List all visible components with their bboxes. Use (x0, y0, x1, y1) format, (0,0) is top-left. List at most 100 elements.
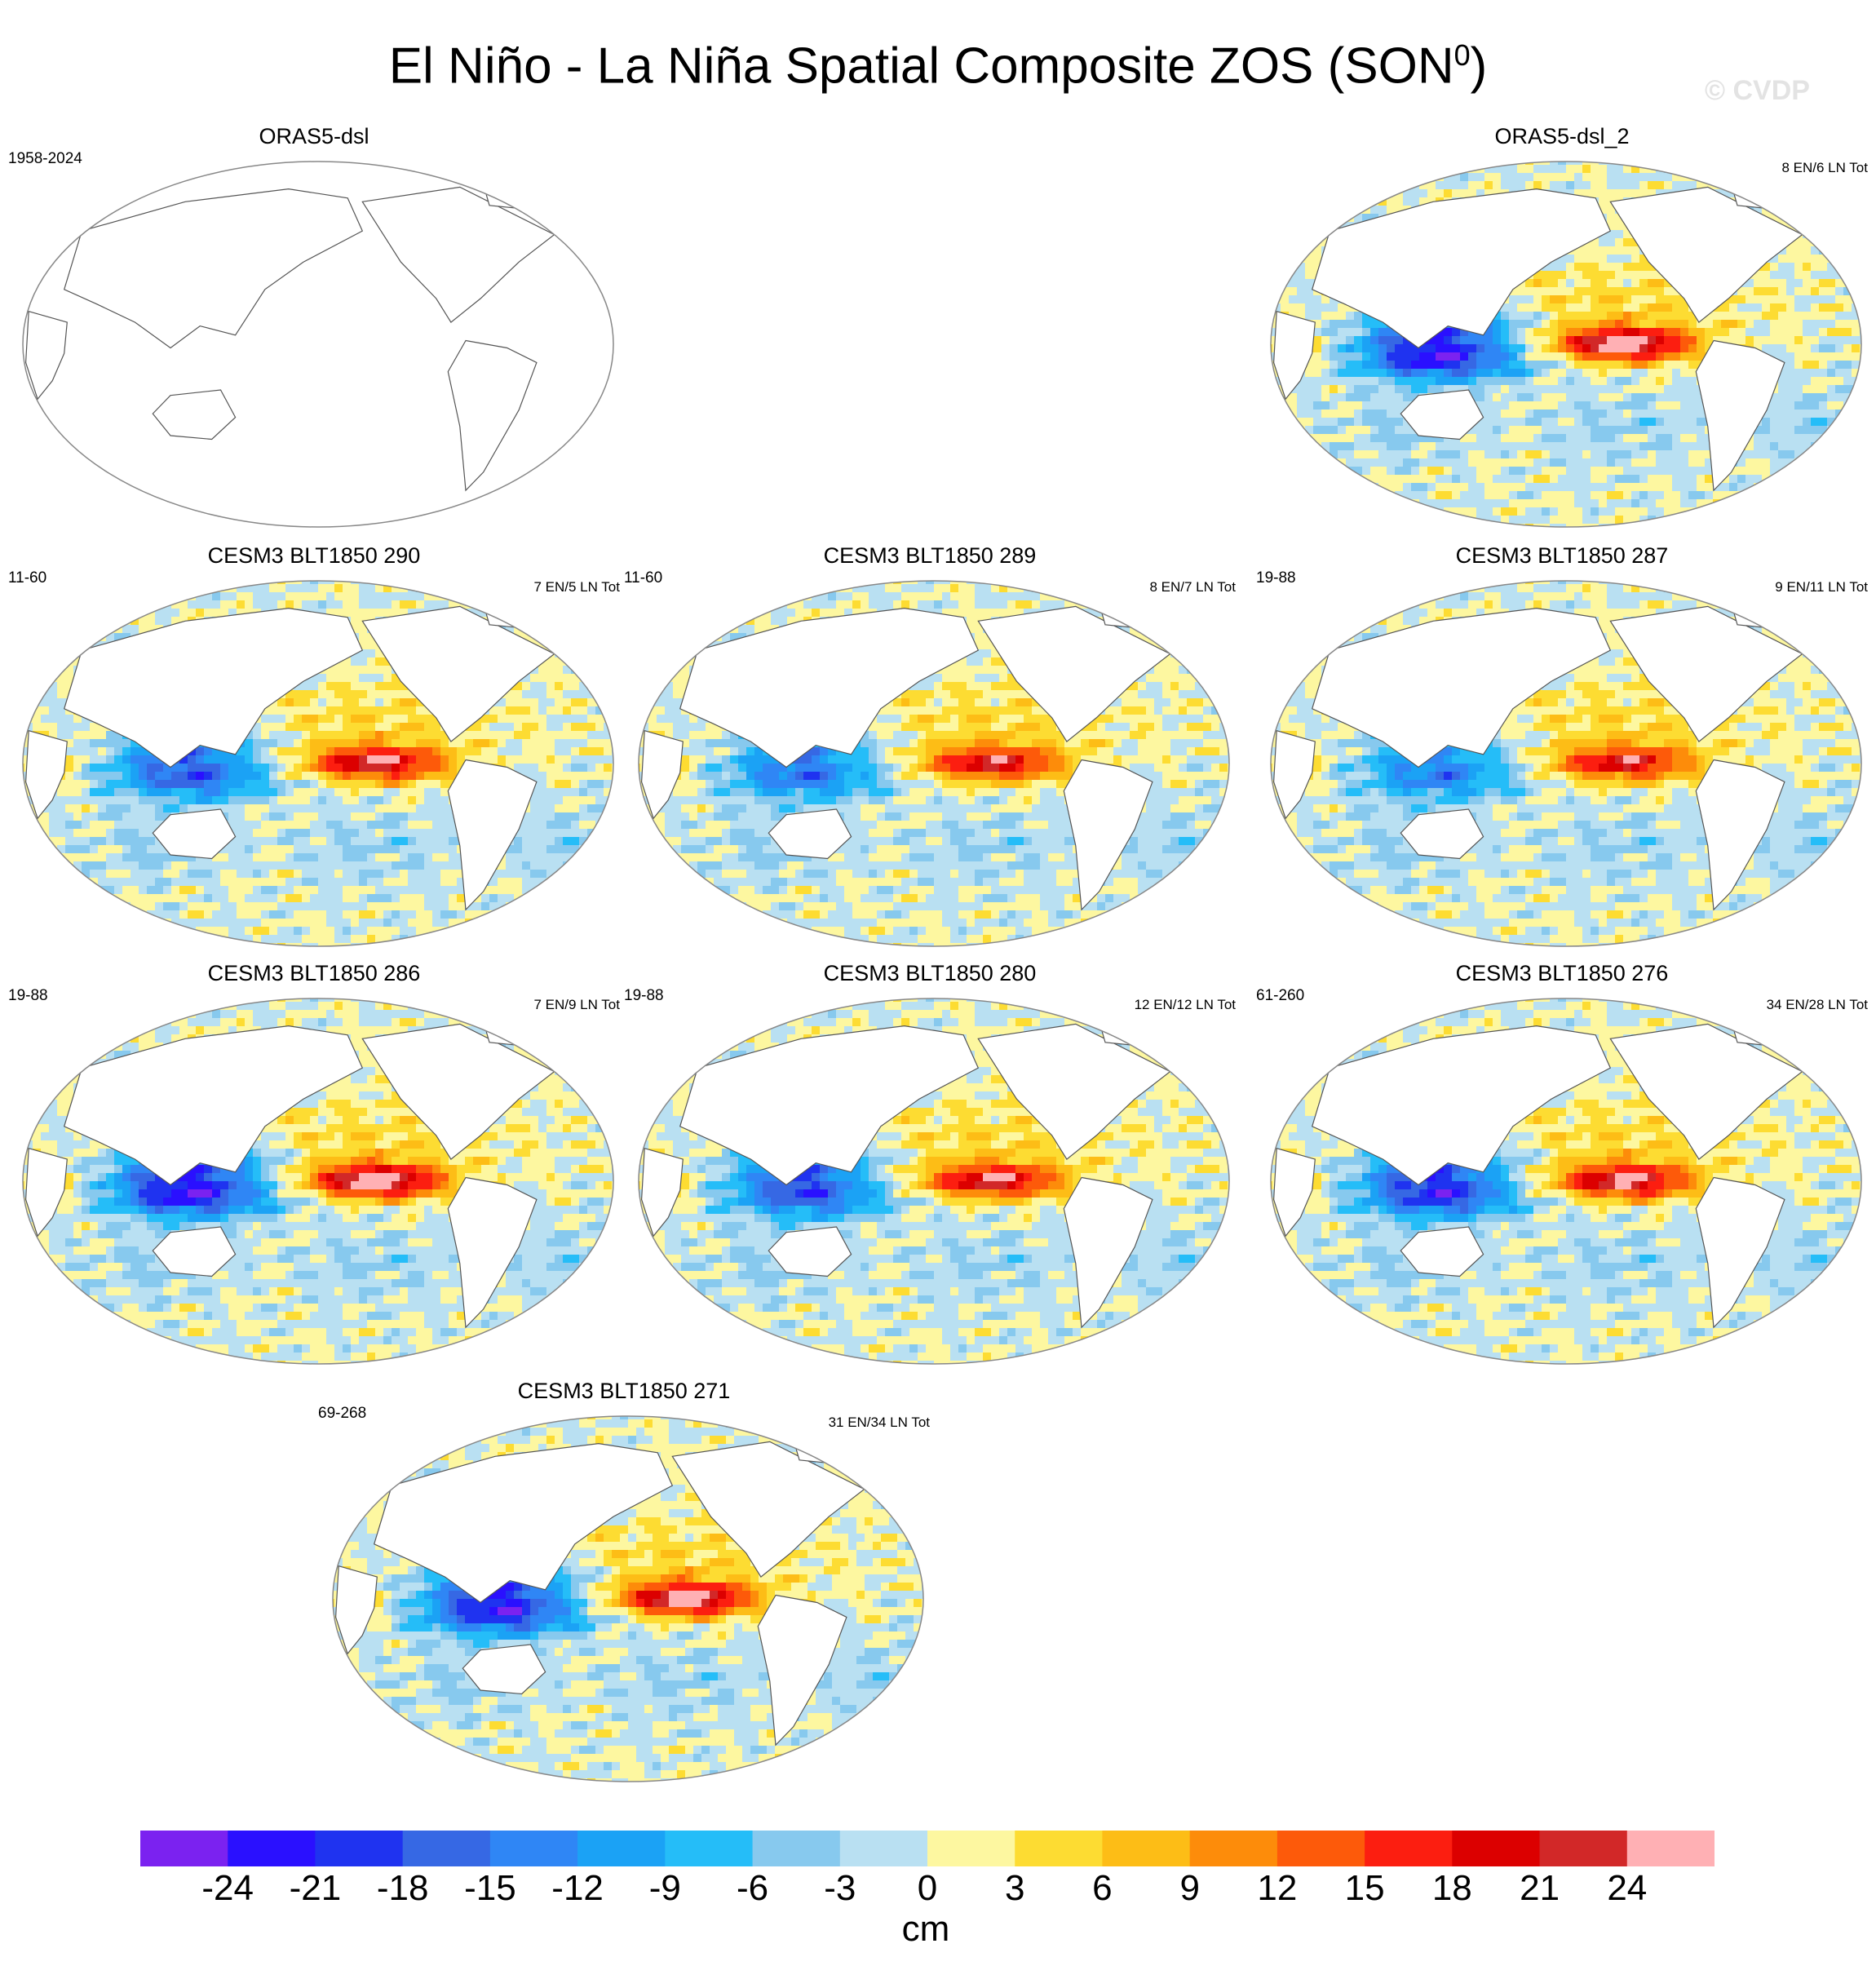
continent-outlines (24, 174, 555, 492)
continent-outlines (1272, 1011, 1803, 1329)
continent-samerica (1063, 1176, 1153, 1329)
continent-africa (24, 1147, 68, 1237)
panel-title: CESM3 BLT1850 287 (1256, 542, 1868, 569)
continent-outlines (334, 1428, 865, 1747)
continent-greenland (480, 1011, 541, 1047)
panel-title: ORAS5-dsl (8, 122, 620, 150)
panel-title: CESM3 BLT1850 290 (8, 542, 620, 569)
continent-asia (1311, 1025, 1612, 1186)
continent-africa (334, 1565, 378, 1655)
continent-namerica (361, 186, 555, 323)
colorbar-swatch (927, 1831, 1015, 1866)
world-map (22, 998, 614, 1365)
continent-greenland (1728, 593, 1789, 629)
panel-years: 19-88 (624, 987, 664, 1005)
map-border (1270, 580, 1862, 947)
colorbar-tick-label: -18 (362, 1868, 444, 1909)
continent-africa (640, 1147, 684, 1237)
panel-years: 61-260 (1256, 987, 1304, 1005)
colorbar-tick-label: 24 (1586, 1868, 1668, 1909)
continent-australia (152, 1226, 237, 1277)
world-map (1270, 580, 1862, 947)
colorbar-swatch (140, 1831, 228, 1866)
colorbar-swatch (752, 1831, 841, 1866)
world-map (22, 580, 614, 947)
colorbar-swatch (577, 1831, 666, 1866)
world-map (1270, 998, 1862, 1365)
colorbar-tick-label: 9 (1149, 1868, 1231, 1909)
panel-counts: 8 EN/7 LN Tot (1149, 579, 1236, 595)
panel-counts: 34 EN/28 LN Tot (1767, 997, 1868, 1013)
continent-greenland (480, 174, 541, 210)
world-map (638, 580, 1230, 947)
continent-samerica (447, 339, 538, 492)
map-panel-cesm3-271: CESM3 BLT1850 271 69-268 31 EN/34 LN Tot (318, 1377, 930, 1785)
panel-years: 11-60 (8, 569, 46, 587)
colorbar-tick-label: 18 (1411, 1868, 1493, 1909)
panel-counts: 31 EN/34 LN Tot (829, 1415, 930, 1431)
continent-australia (152, 808, 237, 860)
map-border (638, 998, 1230, 1365)
panel-title: CESM3 BLT1850 286 (8, 959, 620, 987)
continent-samerica (447, 1176, 538, 1329)
colorbar-tick-label: -12 (537, 1868, 618, 1909)
continent-outlines (640, 1011, 1171, 1329)
continent-africa (1272, 1147, 1316, 1237)
colorbar-swatch (1189, 1831, 1278, 1866)
continent-australia (152, 389, 237, 441)
colorbar-units: cm (885, 1909, 967, 1950)
panel-title: ORAS5-dsl_2 (1256, 122, 1868, 150)
continent-greenland (1095, 1011, 1157, 1047)
world-map (638, 998, 1230, 1365)
continent-samerica (757, 1594, 847, 1747)
colorbar-tick-label: 3 (974, 1868, 1055, 1909)
continent-greenland (1728, 1011, 1789, 1047)
continent-australia (1400, 808, 1484, 860)
map-panel-cesm3-287: CESM3 BLT1850 287 19-88 9 EN/11 LN Tot (1256, 542, 1868, 950)
panel-counts: 8 EN/6 LN Tot (1781, 160, 1868, 176)
continent-outlines (640, 593, 1171, 911)
continent-australia (462, 1644, 546, 1695)
colorbar-tick-label: -24 (187, 1868, 268, 1909)
continent-asia (1311, 607, 1612, 768)
colorbar-tick-label: -9 (624, 1868, 706, 1909)
panel-title: CESM3 BLT1850 280 (624, 959, 1236, 987)
map-border (638, 580, 1230, 947)
map-border (22, 998, 614, 1365)
world-map (1270, 161, 1862, 528)
panel-years: 19-88 (1256, 569, 1296, 587)
map-panel-cesm3-286: CESM3 BLT1850 286 19-88 7 EN/9 LN Tot (8, 959, 620, 1367)
continent-africa (1272, 310, 1316, 401)
continent-africa (640, 729, 684, 820)
map-panel-oras5-dsl: ORAS5-dsl 1958-2024 (8, 122, 620, 530)
colorbar-tick-label: 12 (1237, 1868, 1318, 1909)
continent-asia (373, 1442, 674, 1604)
continent-greenland (790, 1428, 851, 1464)
colorbar-swatch (402, 1831, 491, 1866)
colorbar-swatch (1539, 1831, 1628, 1866)
map-panel-oras5-dsl-2: ORAS5-dsl_2 8 EN/6 LN Tot (1256, 122, 1868, 530)
continent-samerica (447, 759, 538, 911)
map-panel-cesm3-290: CESM3 BLT1850 290 11-60 7 EN/5 LN Tot (8, 542, 620, 950)
panel-years: 19-88 (8, 987, 48, 1005)
panel-years: 11-60 (624, 569, 662, 587)
colorbar-swatch (839, 1831, 928, 1866)
continent-africa (1272, 729, 1316, 820)
continent-samerica (1695, 759, 1785, 911)
panel-counts: 7 EN/9 LN Tot (533, 997, 620, 1013)
continent-greenland (1095, 593, 1157, 629)
colorbar-swatch (228, 1831, 316, 1866)
figure-title: El Niño - La Niña Spatial Composite ZOS … (0, 23, 1876, 100)
continent-australia (1400, 389, 1484, 441)
colorbar-tick-label: -6 (712, 1868, 794, 1909)
continent-australia (768, 808, 852, 860)
map-panel-cesm3-276: CESM3 BLT1850 276 61-260 34 EN/28 LN Tot (1256, 959, 1868, 1367)
colorbar-tick-label: -15 (449, 1868, 531, 1909)
panel-counts: 12 EN/12 LN Tot (1135, 997, 1236, 1013)
colorbar-tick-label: 21 (1499, 1868, 1581, 1909)
colorbar-swatch (1365, 1831, 1453, 1866)
colorbar (140, 1831, 1715, 1866)
world-map (332, 1415, 924, 1782)
continent-australia (1400, 1226, 1484, 1277)
map-border (22, 580, 614, 947)
